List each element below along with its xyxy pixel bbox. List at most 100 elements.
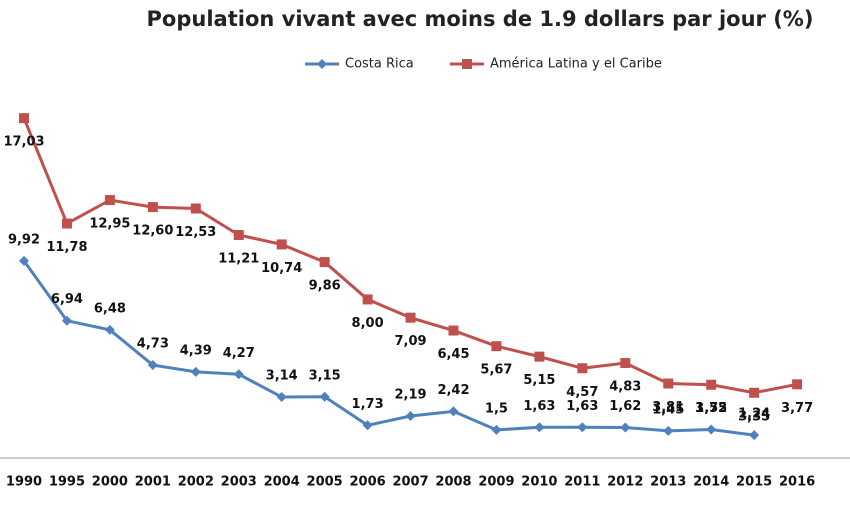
value-label: 3,15 bbox=[309, 368, 341, 383]
marker bbox=[317, 59, 327, 69]
marker bbox=[663, 425, 674, 436]
marker bbox=[448, 406, 459, 417]
marker bbox=[319, 391, 330, 402]
value-label: 9,86 bbox=[309, 279, 341, 294]
x-tick-label: 2008 bbox=[435, 475, 471, 490]
x-tick-label: 2006 bbox=[350, 475, 386, 490]
marker bbox=[491, 341, 502, 352]
x-tick-label: 2001 bbox=[135, 475, 171, 490]
value-label: 3,81 bbox=[652, 400, 684, 415]
value-label: 3,35 bbox=[738, 409, 770, 424]
marker bbox=[534, 422, 545, 433]
x-tick-label: 2012 bbox=[607, 475, 643, 490]
marker bbox=[276, 391, 287, 402]
marker bbox=[706, 379, 717, 390]
value-label: 6,45 bbox=[437, 347, 469, 362]
legend-label: América Latina y el Caribe bbox=[490, 57, 662, 72]
marker bbox=[577, 422, 588, 433]
value-label: 9,92 bbox=[8, 232, 40, 247]
marker bbox=[190, 203, 201, 214]
x-tick-label: 2005 bbox=[307, 475, 343, 490]
value-label: 4,27 bbox=[223, 346, 255, 361]
value-label: 8,00 bbox=[352, 316, 384, 331]
x-tick-label: 2003 bbox=[221, 475, 257, 490]
marker bbox=[104, 195, 115, 206]
value-label: 7,09 bbox=[395, 334, 427, 349]
marker bbox=[233, 229, 244, 240]
marker bbox=[577, 363, 588, 374]
value-label: 5,67 bbox=[480, 363, 512, 378]
value-label: 1,52 bbox=[695, 401, 727, 416]
value-label: 4,83 bbox=[609, 380, 641, 395]
value-label: 5,15 bbox=[523, 373, 555, 388]
marker bbox=[362, 294, 373, 305]
chart-title: Population vivant avec moins de 1.9 doll… bbox=[147, 7, 814, 31]
marker bbox=[534, 351, 545, 362]
marker bbox=[620, 422, 631, 433]
value-label: 4,57 bbox=[566, 385, 598, 400]
value-label: 6,48 bbox=[94, 301, 126, 316]
value-label: 3,14 bbox=[266, 368, 298, 383]
marker bbox=[147, 360, 158, 371]
marker bbox=[405, 312, 416, 323]
value-label: 1,73 bbox=[352, 397, 384, 412]
legend-label: Costa Rica bbox=[345, 57, 414, 72]
marker bbox=[19, 113, 29, 124]
marker bbox=[663, 378, 674, 389]
series-line bbox=[22, 260, 755, 437]
value-label: 11,78 bbox=[46, 240, 87, 255]
marker bbox=[749, 430, 760, 441]
marker bbox=[620, 358, 631, 369]
value-label: 11,21 bbox=[218, 251, 259, 266]
marker bbox=[319, 257, 330, 268]
value-label: 4,39 bbox=[180, 343, 212, 358]
marker bbox=[405, 411, 416, 422]
marker bbox=[706, 424, 717, 435]
value-label: 4,73 bbox=[137, 337, 169, 352]
marker bbox=[61, 218, 72, 229]
marker bbox=[491, 424, 502, 435]
marker bbox=[147, 202, 158, 213]
value-label: 17,03 bbox=[3, 135, 44, 150]
marker bbox=[61, 315, 72, 326]
x-tick-label: 1995 bbox=[49, 475, 85, 490]
x-tick-label: 2004 bbox=[264, 475, 300, 490]
value-label: 1,63 bbox=[566, 399, 598, 414]
value-label: 1,63 bbox=[523, 399, 555, 414]
value-label: 1,5 bbox=[485, 401, 508, 416]
x-tick-label: 2014 bbox=[693, 475, 729, 490]
x-tick-label: 2007 bbox=[392, 475, 428, 490]
marker bbox=[749, 387, 760, 398]
value-label: 2,42 bbox=[437, 383, 469, 398]
value-label: 3,77 bbox=[781, 401, 813, 416]
x-tick-label: 2013 bbox=[650, 475, 686, 490]
value-label: 1,62 bbox=[609, 399, 641, 414]
value-label: 1,45 bbox=[652, 402, 684, 417]
value-label: 3,75 bbox=[695, 401, 727, 416]
x-tick-label: 2016 bbox=[779, 475, 815, 490]
marker bbox=[362, 420, 373, 431]
value-label: 6,94 bbox=[51, 292, 83, 307]
x-tick-label: 2015 bbox=[736, 475, 772, 490]
x-tick-label: 1990 bbox=[6, 475, 42, 490]
x-tick-label: 2011 bbox=[564, 475, 600, 490]
x-tick-label: 2002 bbox=[178, 475, 214, 490]
x-tick-label: 2010 bbox=[521, 475, 557, 490]
value-label: 12,95 bbox=[89, 217, 130, 232]
x-tick-label: 2000 bbox=[92, 475, 128, 490]
value-label: 12,53 bbox=[175, 225, 216, 240]
marker bbox=[19, 255, 29, 266]
value-label: 2,19 bbox=[395, 388, 427, 403]
marker bbox=[104, 324, 115, 335]
marker bbox=[462, 59, 472, 69]
value-label: 12,60 bbox=[132, 224, 173, 239]
marker bbox=[448, 325, 459, 336]
marker bbox=[792, 379, 803, 390]
marker bbox=[276, 239, 287, 250]
marker bbox=[233, 369, 244, 380]
value-label: 10,74 bbox=[261, 261, 302, 276]
value-label: 1,24 bbox=[738, 407, 770, 422]
x-tick-label: 2009 bbox=[478, 475, 514, 490]
